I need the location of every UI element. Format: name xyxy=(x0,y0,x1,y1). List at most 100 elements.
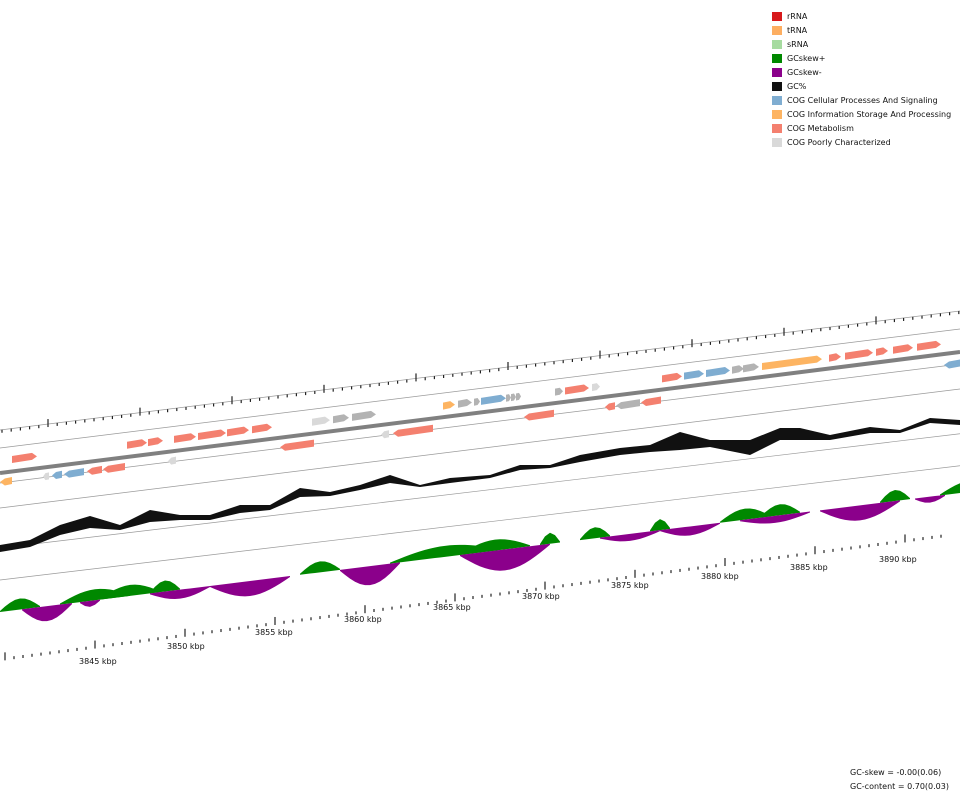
scale-tick-labels: 3845 kbp 3850 kbp 3855 kbp 3860 kbp 3865 kbp… xyxy=(79,555,917,666)
gene-arrow xyxy=(252,423,272,434)
gene-features xyxy=(0,340,960,486)
legend-swatch xyxy=(772,53,782,63)
gc-skew-positive xyxy=(0,598,40,612)
legend-label: GCskew+ xyxy=(787,53,826,63)
gc-skew-negative xyxy=(600,530,660,542)
legend-item-rrna: rRNA xyxy=(772,9,951,23)
gene-arrow xyxy=(706,366,730,377)
gene-arrow xyxy=(944,359,960,369)
gene-arrow xyxy=(511,393,516,402)
gene-arrow xyxy=(616,399,640,410)
gc-skew-positive xyxy=(460,539,530,555)
legend-label: COG Metabolism xyxy=(787,123,854,133)
gene-arrow xyxy=(174,433,196,443)
gene-arrow xyxy=(743,363,759,373)
gene-arrow xyxy=(893,344,913,354)
track-lines xyxy=(0,310,960,581)
gc-skew-negative xyxy=(22,603,72,622)
gene-arrow xyxy=(516,392,521,401)
legend-swatch xyxy=(772,39,782,49)
scale-tick-label: 3865 kbp xyxy=(433,603,471,612)
gene-arrow xyxy=(641,396,661,407)
gene-arrow xyxy=(443,401,455,410)
gc-skew-positive xyxy=(540,532,560,546)
gc-skew-negative xyxy=(460,543,550,571)
gc-content-track xyxy=(0,418,960,552)
gene-arrow xyxy=(845,349,873,360)
gc-skew-positive xyxy=(300,561,340,575)
gene-arrow xyxy=(148,437,163,447)
gc-skew-positive xyxy=(650,519,670,532)
legend-item-gcskew-minus: GCskew- xyxy=(772,65,951,79)
track-line xyxy=(0,433,960,549)
legend-swatch xyxy=(772,137,782,147)
legend-label: COG Information Storage And Processing xyxy=(787,109,952,119)
gene-arrow xyxy=(52,470,62,480)
gene-arrow xyxy=(917,340,941,351)
scale-tick-label: 3870 kbp xyxy=(522,592,560,601)
gene-arrow xyxy=(312,416,330,426)
legend-label: COG Cellular Processes And Signaling xyxy=(787,95,938,105)
legend-swatch xyxy=(772,123,782,133)
gene-arrow xyxy=(605,402,615,411)
legend-item-gc-percent: GC% xyxy=(772,79,951,93)
gene-arrow xyxy=(592,383,600,392)
gene-arrow xyxy=(732,365,744,374)
gc-content-stat: GC-content = 0.70(0.03) xyxy=(850,782,949,791)
legend-item-cog-information: COG Information Storage And Processing xyxy=(772,107,951,121)
gene-arrow xyxy=(506,394,511,402)
track-line xyxy=(0,465,960,581)
gene-arrow xyxy=(565,384,589,395)
legend-item-cog-metabolism: COG Metabolism xyxy=(772,121,951,135)
legend-label: GC% xyxy=(787,81,807,91)
legend-label: sRNA xyxy=(787,39,809,49)
legend-swatch xyxy=(772,109,782,119)
gene-arrow xyxy=(474,397,480,406)
gene-arrow xyxy=(43,472,49,481)
gc-skew-positive xyxy=(940,483,960,496)
track-line xyxy=(0,388,960,509)
gc-skew-positive xyxy=(760,504,800,518)
gc-skew-positive xyxy=(580,527,610,541)
gene-arrow xyxy=(64,468,84,478)
gc-skew-positive xyxy=(150,580,180,594)
scale-tick-label: 3880 kbp xyxy=(701,572,739,581)
gene-arrow xyxy=(87,465,102,475)
gc-skew-stat: GC-skew = -0.00(0.06) xyxy=(850,768,942,777)
gene-arrow xyxy=(103,463,125,473)
gene-arrow xyxy=(481,394,506,405)
gene-arrow xyxy=(762,355,822,371)
gene-arrow xyxy=(280,439,314,451)
legend-swatch xyxy=(772,95,782,105)
gc-skew-negative xyxy=(660,522,720,536)
scale-ticks xyxy=(4,534,942,661)
gene-arrow xyxy=(458,398,472,408)
gene-arrow xyxy=(12,452,37,464)
gc-skew-negative xyxy=(80,599,100,607)
track-line xyxy=(0,363,960,484)
scale-tick-label: 3875 kbp xyxy=(611,581,649,590)
legend-item-srna: sRNA xyxy=(772,37,951,51)
scale-tick-label: 3860 kbp xyxy=(344,615,382,624)
gene-arrow xyxy=(393,424,433,437)
gc-skew-positive xyxy=(720,508,770,523)
outer-tick-ring xyxy=(1,311,960,433)
scale-tick-label: 3850 kbp xyxy=(167,642,205,651)
gene-arrow xyxy=(333,414,349,424)
legend-item-cog-cellular: COG Cellular Processes And Signaling xyxy=(772,93,951,107)
legend-label: COG Poorly Characterized xyxy=(787,137,891,147)
gc-skew-negative xyxy=(820,500,900,521)
legend-swatch xyxy=(772,25,782,35)
gene-arrow xyxy=(127,439,147,449)
legend-label: tRNA xyxy=(787,25,808,35)
gene-arrow xyxy=(524,409,554,421)
gc-skew-positive xyxy=(100,584,160,600)
scale-tick-label: 3845 kbp xyxy=(79,657,117,666)
legend-item-gcskew-plus: GCskew+ xyxy=(772,51,951,65)
gc-skew-negative xyxy=(150,585,210,600)
legend-swatch xyxy=(772,67,782,77)
track-line xyxy=(0,328,960,449)
gc-skew-negative xyxy=(210,576,290,597)
gc-skew-negative xyxy=(740,511,810,524)
gene-arrow xyxy=(0,477,12,486)
